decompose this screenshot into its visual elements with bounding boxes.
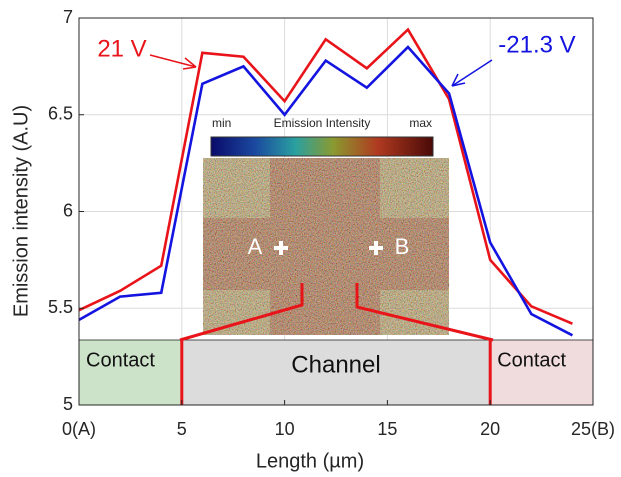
point-a-marker xyxy=(274,241,288,255)
x-tick-label: 25(B) xyxy=(571,419,615,439)
region-label: Channel xyxy=(291,351,380,378)
x-tick-label: 0(A) xyxy=(62,419,96,439)
y-axis-label: Emission intensity (A.U) xyxy=(10,105,32,317)
x-tick-label: 20 xyxy=(480,419,500,439)
y-tick-label: 6 xyxy=(63,200,73,220)
x-tick-label: 10 xyxy=(275,419,295,439)
blue-arrow xyxy=(451,59,493,87)
series-label: 21 V xyxy=(97,35,146,62)
zoom-lines xyxy=(179,283,494,342)
region-box xyxy=(181,339,491,406)
series-label: -21.3 V xyxy=(498,31,575,58)
red-arrow-head xyxy=(182,57,197,70)
blue-arrow-head xyxy=(451,73,466,87)
y-tick-label: 5 xyxy=(63,394,73,414)
inset-image: min Emission Intensity max A B xyxy=(203,116,449,335)
x-tick-label: 5 xyxy=(177,419,187,439)
x-axis-label: Length (µm) xyxy=(256,450,364,472)
y-tick-label: 5.5 xyxy=(48,297,73,317)
point-b-label: B xyxy=(395,234,410,259)
region-label: Contact xyxy=(497,349,566,371)
point-a-label: A xyxy=(248,234,263,259)
colorbar-min: min xyxy=(212,116,231,130)
region-box xyxy=(78,339,183,406)
colorbar xyxy=(210,136,434,157)
y-tick-label: 7 xyxy=(63,7,73,27)
y-tick-label: 6.5 xyxy=(48,104,73,124)
x-tick-label: 15 xyxy=(377,419,397,439)
inset-noise xyxy=(203,158,449,335)
colorbar-max: max xyxy=(409,116,432,130)
point-b-marker xyxy=(369,241,383,255)
colorbar-title: Emission Intensity xyxy=(274,116,371,130)
region-label: Contact xyxy=(86,349,155,371)
series-line xyxy=(78,45,574,337)
red-arrow xyxy=(149,54,197,68)
series-line xyxy=(78,27,573,325)
